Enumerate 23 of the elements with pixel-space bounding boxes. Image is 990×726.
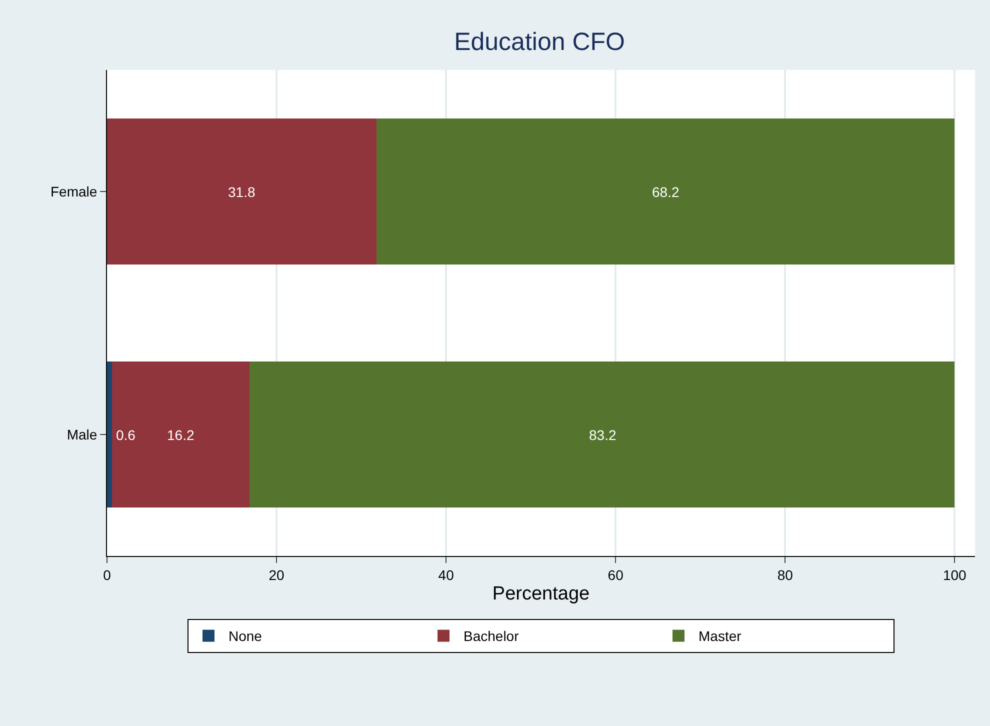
x-tick-label: 60 <box>608 566 624 583</box>
x-tick-label: 20 <box>268 566 285 583</box>
data-label: 68.2 <box>652 184 680 200</box>
x-axis-title: Percentage <box>492 584 590 605</box>
bar <box>107 362 112 508</box>
y-tick-label: Female <box>50 183 98 200</box>
data-label: 16.2 <box>167 427 194 443</box>
x-tick-label: 80 <box>777 566 794 583</box>
legend-label: Master <box>698 628 742 644</box>
bar <box>107 118 377 264</box>
chart-title: Education CFO <box>454 28 626 56</box>
data-label: 31.8 <box>228 184 256 200</box>
bar <box>249 362 955 508</box>
x-tick-label: 40 <box>438 566 454 583</box>
bar <box>112 362 250 508</box>
legend-label: Bachelor <box>464 628 520 644</box>
y-tick-label: Male <box>66 426 98 442</box>
legend-label: None <box>228 628 262 644</box>
x-tick-label: 0 <box>103 566 112 583</box>
bar <box>376 118 955 264</box>
data-label: 0.6 <box>116 427 136 443</box>
x-tick-label: 100 <box>942 566 967 583</box>
data-label: 83.2 <box>589 427 616 443</box>
